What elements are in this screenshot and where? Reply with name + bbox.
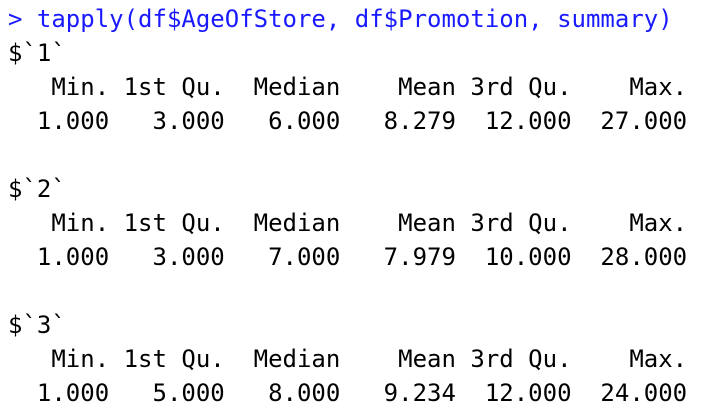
summary-header-row: Min. 1st Qu. Median Mean 3rd Qu. Max. xyxy=(8,209,688,237)
group-label: $`3` xyxy=(8,311,66,339)
summary-header-row: Min. 1st Qu. Median Mean 3rd Qu. Max. xyxy=(8,345,688,373)
summary-values-row: 1.000 3.000 7.000 7.979 10.000 28.000 xyxy=(8,243,688,271)
summary-values-row: 1.000 3.000 6.000 8.279 12.000 27.000 xyxy=(8,107,688,135)
command-line: > tapply(df$AgeOfStore, df$Promotion, su… xyxy=(8,5,673,33)
group-label: $`2` xyxy=(8,175,66,203)
summary-header-row: Min. 1st Qu. Median Mean 3rd Qu. Max. xyxy=(8,73,688,101)
summary-values-row: 1.000 5.000 8.000 9.234 12.000 24.000 xyxy=(8,379,688,407)
group-label: $`1` xyxy=(8,39,66,67)
